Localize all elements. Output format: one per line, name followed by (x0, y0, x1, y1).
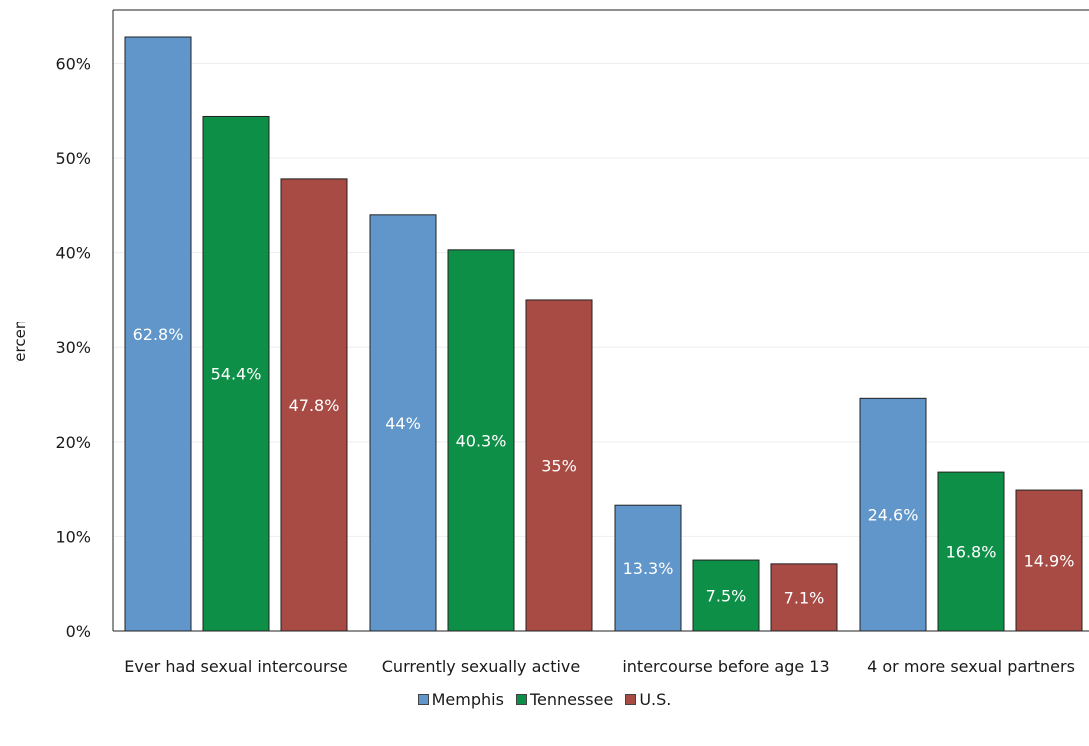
y-axis-label-box: Percent (11, 322, 29, 362)
y-tick-label: 50% (55, 149, 91, 168)
legend-label: U.S. (639, 690, 672, 709)
legend-item: U.S. (625, 690, 671, 709)
data-label: 62.8% (133, 325, 184, 344)
data-label: 7.1% (784, 588, 825, 607)
x-tick-label: intercourse before age 13 (622, 657, 829, 676)
x-tick-label: Currently sexually active (382, 657, 580, 676)
x-axis-ticks: Ever had sexual intercourse Currently sex… (124, 657, 1075, 676)
data-label: 47.8% (289, 396, 340, 415)
bar (369, 214, 437, 632)
data-label: 24.6% (868, 506, 919, 525)
legend-item: Memphis (417, 690, 504, 709)
data-label: 35% (541, 456, 577, 475)
bar (692, 559, 760, 632)
legend-label: Memphis (431, 690, 504, 709)
y-axis-label: Percent (11, 322, 29, 362)
data-label: 54.4% (211, 365, 262, 384)
y-tick-label: 0% (66, 622, 91, 641)
y-axis-ticks: 0% 10% 20% 30% 40% 50% 60% (55, 54, 91, 641)
bar (202, 115, 270, 632)
y-tick-label: 20% (55, 433, 91, 452)
plot-frame (112, 9, 1089, 632)
bar (447, 249, 515, 632)
bar (937, 471, 1005, 632)
legend-item: Tennessee (515, 690, 614, 709)
y-tick-label: 40% (55, 244, 91, 263)
bars (124, 36, 1083, 632)
y-tick-label: 60% (55, 54, 91, 73)
legend-swatch (515, 694, 527, 705)
data-label: 44% (385, 414, 421, 433)
legend-swatch (417, 694, 429, 705)
bar (280, 178, 348, 632)
bar (614, 504, 682, 632)
data-label: 40.3% (456, 431, 507, 450)
data-label: 16.8% (946, 543, 997, 562)
legend-swatch (625, 694, 637, 705)
data-label: 13.3% (623, 559, 674, 578)
data-label: 7.5% (706, 587, 747, 606)
data-label: 14.9% (1024, 552, 1075, 571)
bar (859, 397, 927, 632)
x-tick-label: 4 or more sexual partners (867, 657, 1075, 676)
y-tick-label: 10% (55, 527, 91, 546)
legend: Memphis Tennessee U.S. (0, 690, 1089, 709)
bar (525, 299, 593, 632)
data-labels: 62.8% 54.4% 47.8% 44% 40.3% 35% 13.3% 7.5% 7.1% 2… (133, 325, 1075, 607)
x-tick-label: Ever had sexual intercourse (124, 657, 348, 676)
y-tick-label: 30% (55, 338, 91, 357)
legend-label: Tennessee (529, 690, 614, 709)
bar (1015, 489, 1083, 632)
